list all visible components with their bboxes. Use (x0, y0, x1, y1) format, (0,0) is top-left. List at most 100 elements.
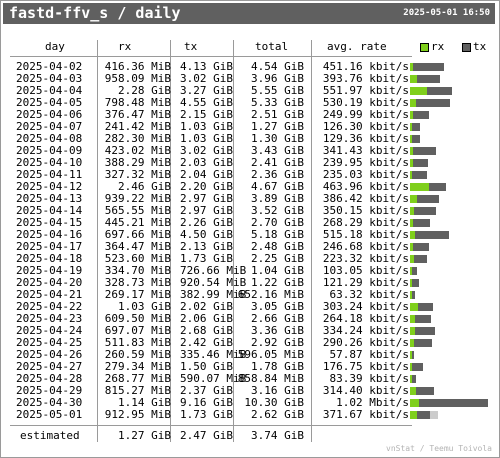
row-rx: 416.36 MiB (104, 60, 171, 73)
row-day: 2025-04-15 (16, 216, 83, 229)
row-tx: 2.03 GiB (180, 156, 233, 169)
row-day: 2025-04-08 (16, 132, 83, 145)
table-row: 2025-04-04 2.28 GiB 3.27 GiB 5.55 GiB 551.97… (0, 85, 500, 97)
row-total: 2.25 GiB (251, 252, 304, 265)
legend-rx-label: rx (431, 40, 445, 53)
rx-bar (410, 303, 418, 311)
row-day: 2025-04-10 (16, 156, 83, 169)
col-header-rx: rx (118, 40, 132, 53)
row-avg-rate: 83.39 kbit/s (329, 372, 409, 385)
tx-bar (416, 99, 450, 107)
table-row: 2025-04-13 939.22 MiB 2.97 GiB 3.89 GiB 386.… (0, 193, 500, 205)
rx-bar (410, 411, 417, 419)
row-avg-rate: 176.75 kbit/s (322, 360, 409, 373)
row-rx: 565.55 MiB (104, 204, 171, 217)
tx-bar (415, 327, 435, 335)
row-rx: 912.95 MiB (104, 408, 171, 421)
column-divider (233, 40, 234, 442)
table-row: 2025-04-26 260.59 MiB 335.46 MiB 596.05 MiB… (0, 349, 500, 361)
row-tx: 3.27 GiB (180, 84, 233, 97)
title-bar: fastd-ffv_s / daily 2025-05-01 16:50 (3, 3, 495, 24)
column-divider (97, 40, 98, 442)
tx-bar (412, 171, 427, 179)
row-rx: 697.07 MiB (104, 324, 171, 337)
tx-bar (417, 411, 430, 419)
row-tx: 1.03 GiB (180, 120, 233, 133)
table-row: 2025-04-22 1.03 GiB 2.02 GiB 3.05 GiB 303.24… (0, 301, 500, 313)
col-header-avg-rate: avg. rate (327, 40, 387, 53)
table-row: 2025-04-27 279.34 MiB 1.50 GiB 1.78 GiB 176.… (0, 361, 500, 373)
row-rx: 939.22 MiB (104, 192, 171, 205)
row-day: 2025-04-21 (16, 288, 83, 301)
row-total: 3.43 GiB (251, 144, 304, 157)
tx-bar (413, 243, 429, 251)
tx-bar (412, 135, 420, 143)
rx-bar (410, 387, 416, 395)
row-rx: 697.66 MiB (104, 228, 171, 241)
row-rx: 2.28 GiB (118, 84, 171, 97)
rx-bar (410, 279, 412, 287)
rx-bar (410, 63, 413, 71)
tx-bar (419, 399, 488, 407)
row-tx: 2.15 GiB (180, 108, 233, 121)
tx-bar (414, 255, 427, 263)
estimated-rx: 1.27 GiB (118, 429, 171, 442)
rx-bar (410, 231, 415, 239)
row-tx: 2.97 GiB (180, 192, 233, 205)
row-total: 1.30 GiB (251, 132, 304, 145)
tx-bar (415, 315, 431, 323)
row-tx: 3.02 GiB (180, 72, 233, 85)
row-rx: 511.83 MiB (104, 336, 171, 349)
row-avg-rate: 303.24 kbit/s (322, 300, 409, 313)
row-avg-rate: 386.42 kbit/s (322, 192, 409, 205)
table-row: 2025-04-16 697.66 MiB 4.50 GiB 5.18 GiB 515.… (0, 229, 500, 241)
table-row: 2025-04-06 376.47 MiB 2.15 GiB 2.51 GiB 249.… (0, 109, 500, 121)
row-rx: 282.30 MiB (104, 132, 171, 145)
row-total: 2.41 GiB (251, 156, 304, 169)
row-day: 2025-04-09 (16, 144, 83, 157)
rx-bar (410, 75, 417, 83)
legend-tx-label: tx (473, 40, 487, 53)
row-day: 2025-04-02 (16, 60, 83, 73)
row-day: 2025-04-30 (16, 396, 83, 409)
row-tx: 4.50 GiB (180, 228, 233, 241)
row-total: 2.66 GiB (251, 312, 304, 325)
row-tx: 2.20 GiB (180, 180, 233, 193)
estimate-divider (10, 425, 412, 426)
row-day: 2025-04-05 (16, 96, 83, 109)
rx-bar (410, 255, 414, 263)
row-avg-rate: 121.29 kbit/s (322, 276, 409, 289)
table-row: 2025-04-19 334.70 MiB 726.66 MiB 1.04 GiB 10… (0, 265, 500, 277)
row-day: 2025-04-14 (16, 204, 83, 217)
row-total: 2.51 GiB (251, 108, 304, 121)
row-rx: 815.27 MiB (104, 384, 171, 397)
row-day: 2025-04-18 (16, 252, 83, 265)
row-tx: 2.04 GiB (180, 168, 233, 181)
table-row: 2025-04-15 445.21 MiB 2.26 GiB 2.70 GiB 268.… (0, 217, 500, 229)
row-avg-rate: 290.26 kbit/s (322, 336, 409, 349)
row-rx: 268.77 MiB (104, 372, 171, 385)
column-divider (170, 40, 171, 442)
row-avg-rate: 515.18 kbit/s (322, 228, 409, 241)
rx-bar (410, 87, 427, 95)
row-avg-rate: 246.68 kbit/s (322, 240, 409, 253)
row-total: 10.30 GiB (244, 396, 304, 409)
row-tx: 2.06 GiB (180, 312, 233, 325)
row-total: 1.78 GiB (251, 360, 304, 373)
tx-bar (412, 351, 414, 359)
rx-bar (410, 195, 417, 203)
tx-bar (413, 147, 436, 155)
estimated-label: estimated (20, 429, 80, 442)
table-row: 2025-04-14 565.55 MiB 2.97 GiB 3.52 GiB 350.… (0, 205, 500, 217)
tx-bar (427, 87, 452, 95)
row-avg-rate: 223.32 kbit/s (322, 252, 409, 265)
table-row: 2025-04-10 388.29 MiB 2.03 GiB 2.41 GiB 239.… (0, 157, 500, 169)
row-day: 2025-04-27 (16, 360, 83, 373)
row-rx: 279.34 MiB (104, 360, 171, 373)
row-day: 2025-04-06 (16, 108, 83, 121)
row-avg-rate: 350.15 kbit/s (322, 204, 409, 217)
row-total: 5.33 GiB (251, 96, 304, 109)
row-day: 2025-04-17 (16, 240, 83, 253)
row-avg-rate: 63.32 kbit/s (329, 288, 409, 301)
row-total: 1.04 GiB (251, 264, 304, 277)
